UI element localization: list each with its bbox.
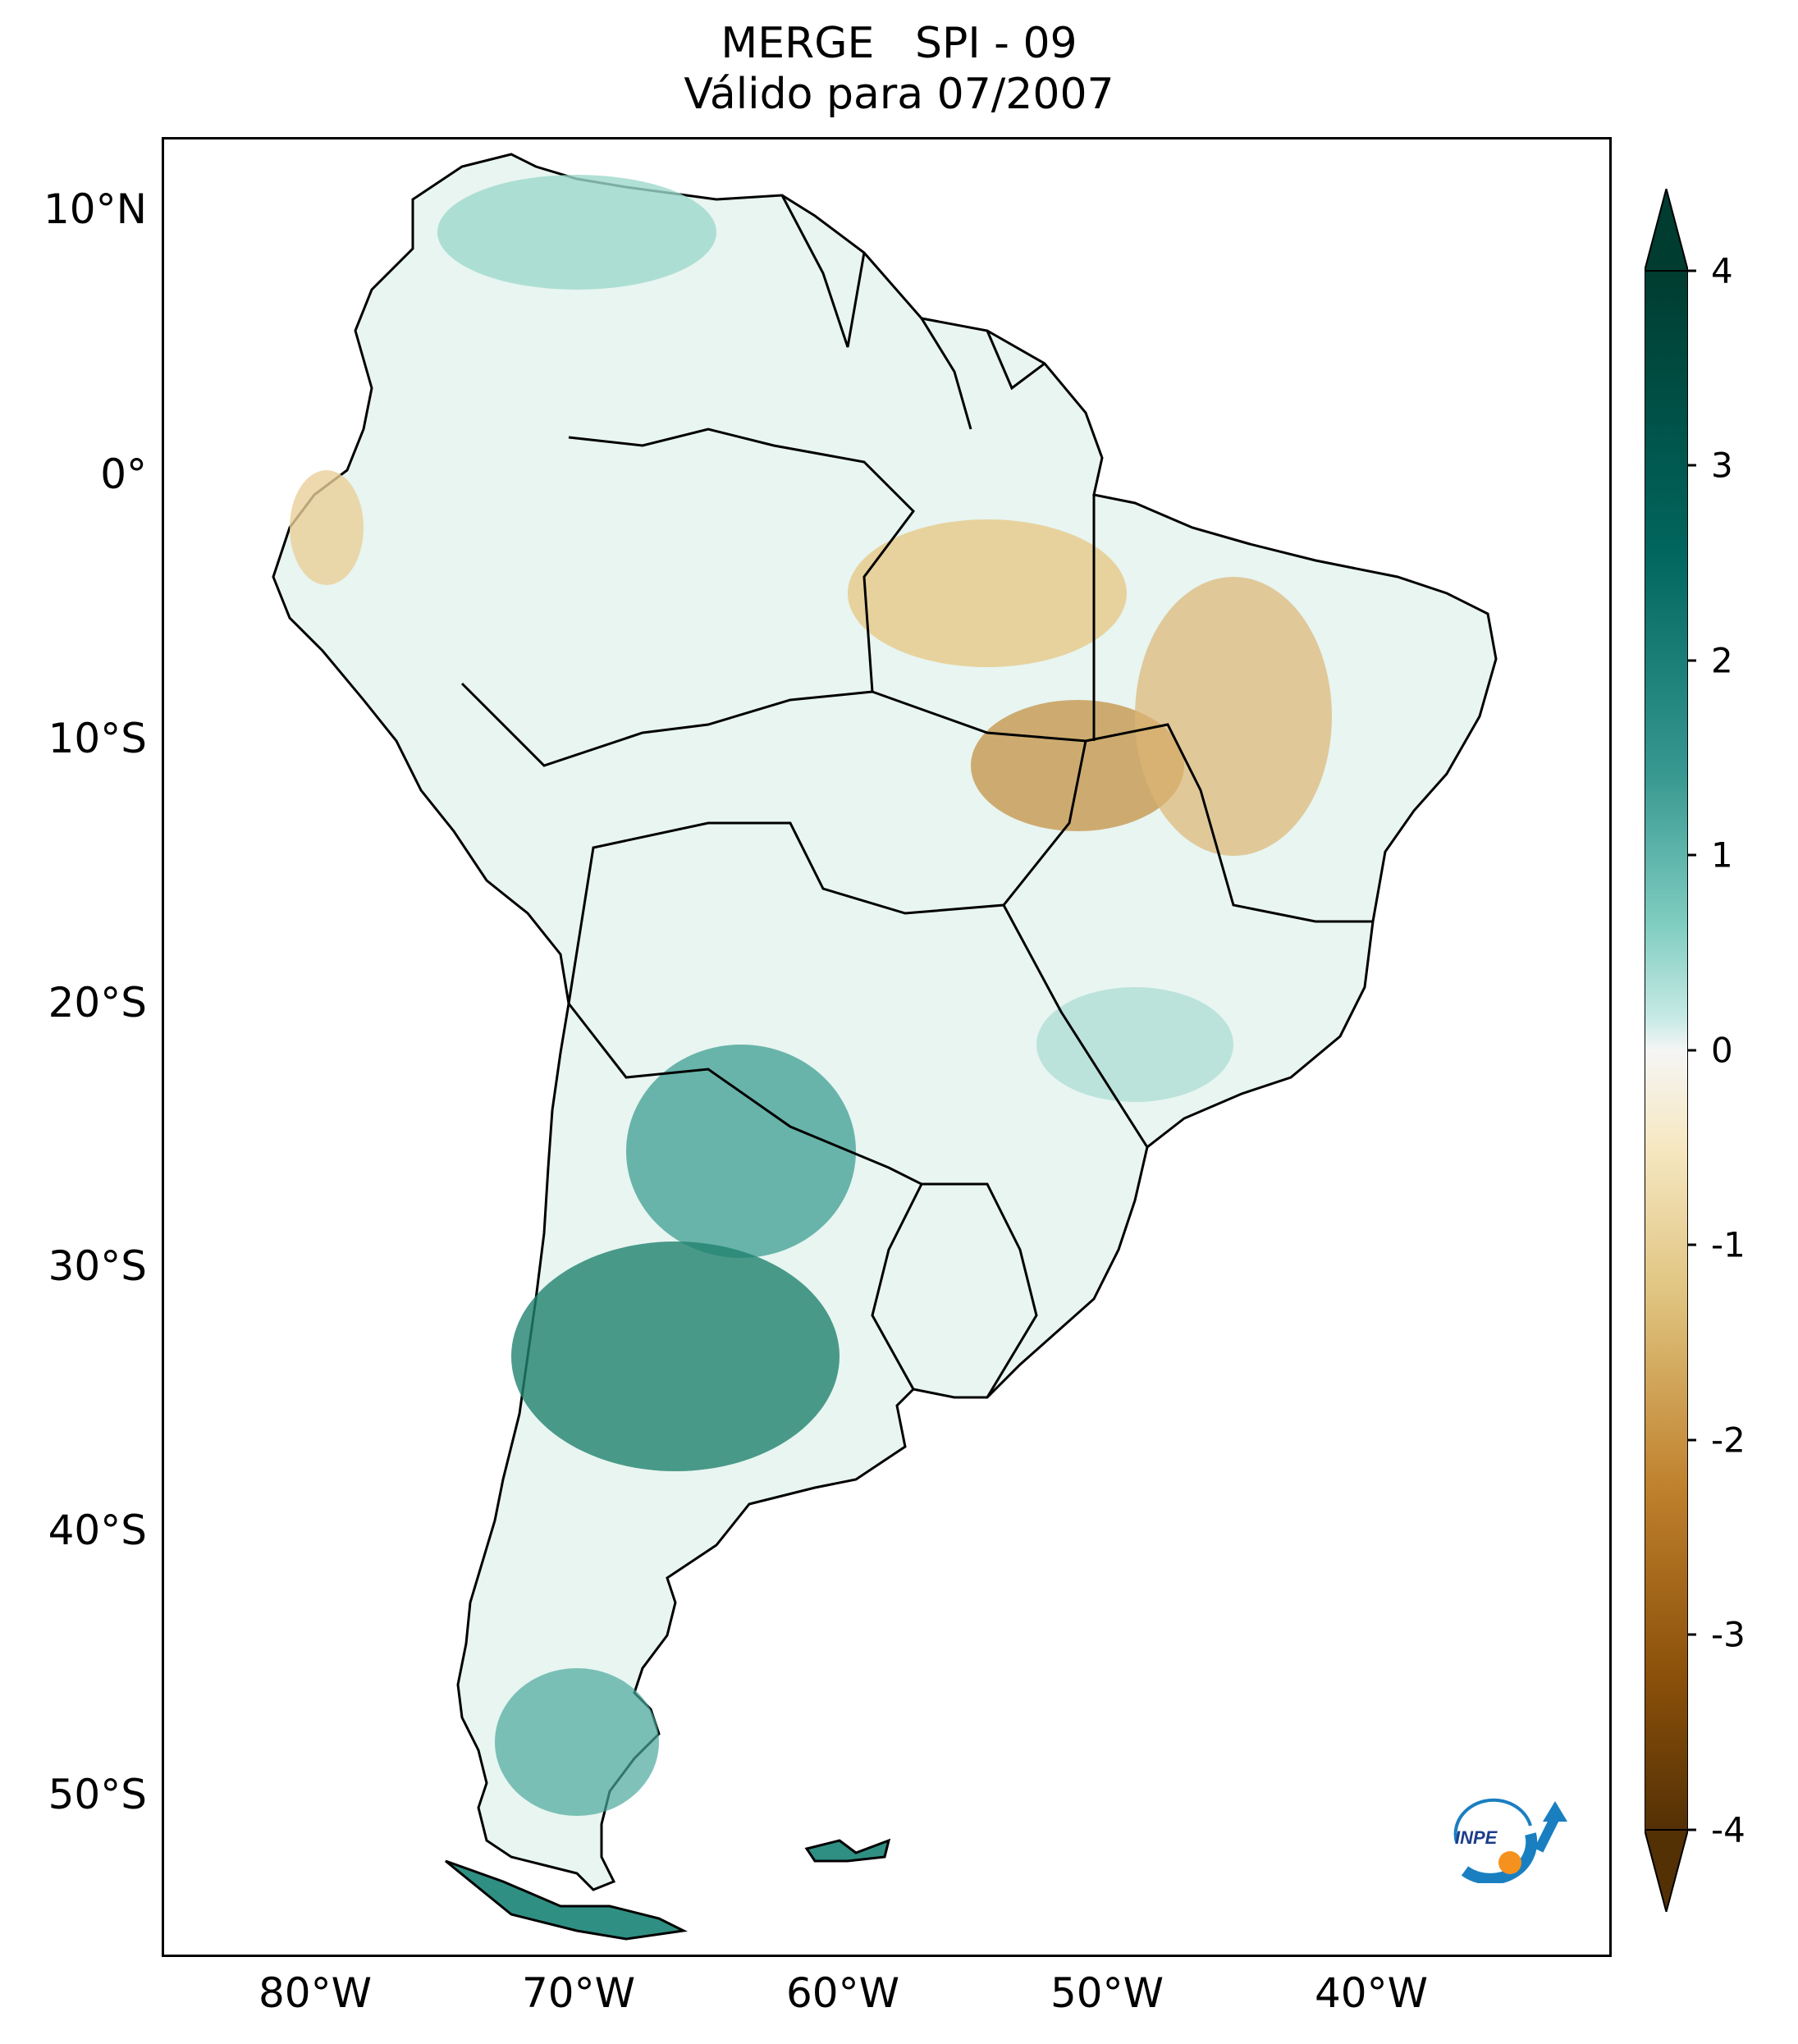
colorbar-label-3: 3 [1711, 445, 1733, 486]
colorbar-label-neg1: -1 [1711, 1224, 1745, 1265]
wet-zone-chaco [626, 1045, 856, 1258]
wet-zone-patagonia [495, 1668, 659, 1816]
dry-zone-ecuador [290, 470, 364, 585]
logo-text: INPE [1455, 1827, 1498, 1848]
dry-zone-northeast [1135, 577, 1332, 856]
lon-label-80w: 80°W [258, 1969, 373, 2017]
title-line-2: Válido para 07/2007 [684, 70, 1114, 119]
wet-zone-southeast-brazil [1036, 987, 1233, 1102]
colorbar-tick [1688, 269, 1696, 272]
colorbar-label-0: 0 [1711, 1030, 1733, 1071]
tierra-del-fuego [445, 1859, 688, 1941]
lat-label-40s: 40°S [48, 1507, 147, 1554]
colorbar-label-2: 2 [1711, 640, 1733, 681]
lat-label-10s: 10°S [48, 715, 147, 762]
colorbar-label-4: 4 [1711, 250, 1733, 291]
map-title: MERGE SPI - 09 Válido para 07/2007 [0, 18, 1798, 120]
colorbar-tick [1688, 464, 1696, 467]
wet-zone-pampas [511, 1241, 840, 1471]
colorbar-tick [1688, 1633, 1696, 1636]
lat-label-30s: 30°S [48, 1242, 147, 1290]
continent-shape [272, 153, 1498, 1891]
lon-label-60w: 60°W [785, 1969, 900, 2017]
colorbar-tick [1688, 853, 1696, 857]
lon-label-70w: 70°W [521, 1969, 636, 2017]
colorbar-tick [1688, 1828, 1696, 1831]
colorbar-tick [1688, 1049, 1696, 1052]
falkland-islands [804, 1838, 891, 1863]
colorbar-tick [1688, 1243, 1696, 1246]
south-america-map [272, 153, 1498, 1941]
lon-label-50w: 50°W [1050, 1969, 1164, 2017]
colorbar-tick [1688, 1438, 1696, 1442]
map-area [162, 137, 1612, 1957]
lat-label-20s: 20°S [48, 979, 147, 1027]
colorbar-label-neg4: -4 [1711, 1809, 1745, 1850]
title-line-1: MERGE SPI - 09 [721, 19, 1077, 68]
colorbar-label-1: 1 [1711, 835, 1733, 876]
colorbar-label-neg3: -3 [1711, 1614, 1745, 1655]
country-borders [460, 194, 1373, 1398]
colorbar-label-neg2: -2 [1711, 1420, 1745, 1461]
lat-label-50s: 50°S [48, 1771, 147, 1818]
colorbar-tick [1688, 659, 1696, 662]
lon-label-40w: 40°W [1314, 1969, 1429, 2017]
dry-zone-amazon [848, 519, 1127, 667]
colorbar [1645, 189, 1688, 1912]
lat-label-10n: 10°N [43, 185, 147, 233]
wet-zone-north [437, 175, 716, 290]
inpe-logo: INPE [1453, 1798, 1567, 1883]
lat-label-0: 0° [100, 450, 147, 498]
